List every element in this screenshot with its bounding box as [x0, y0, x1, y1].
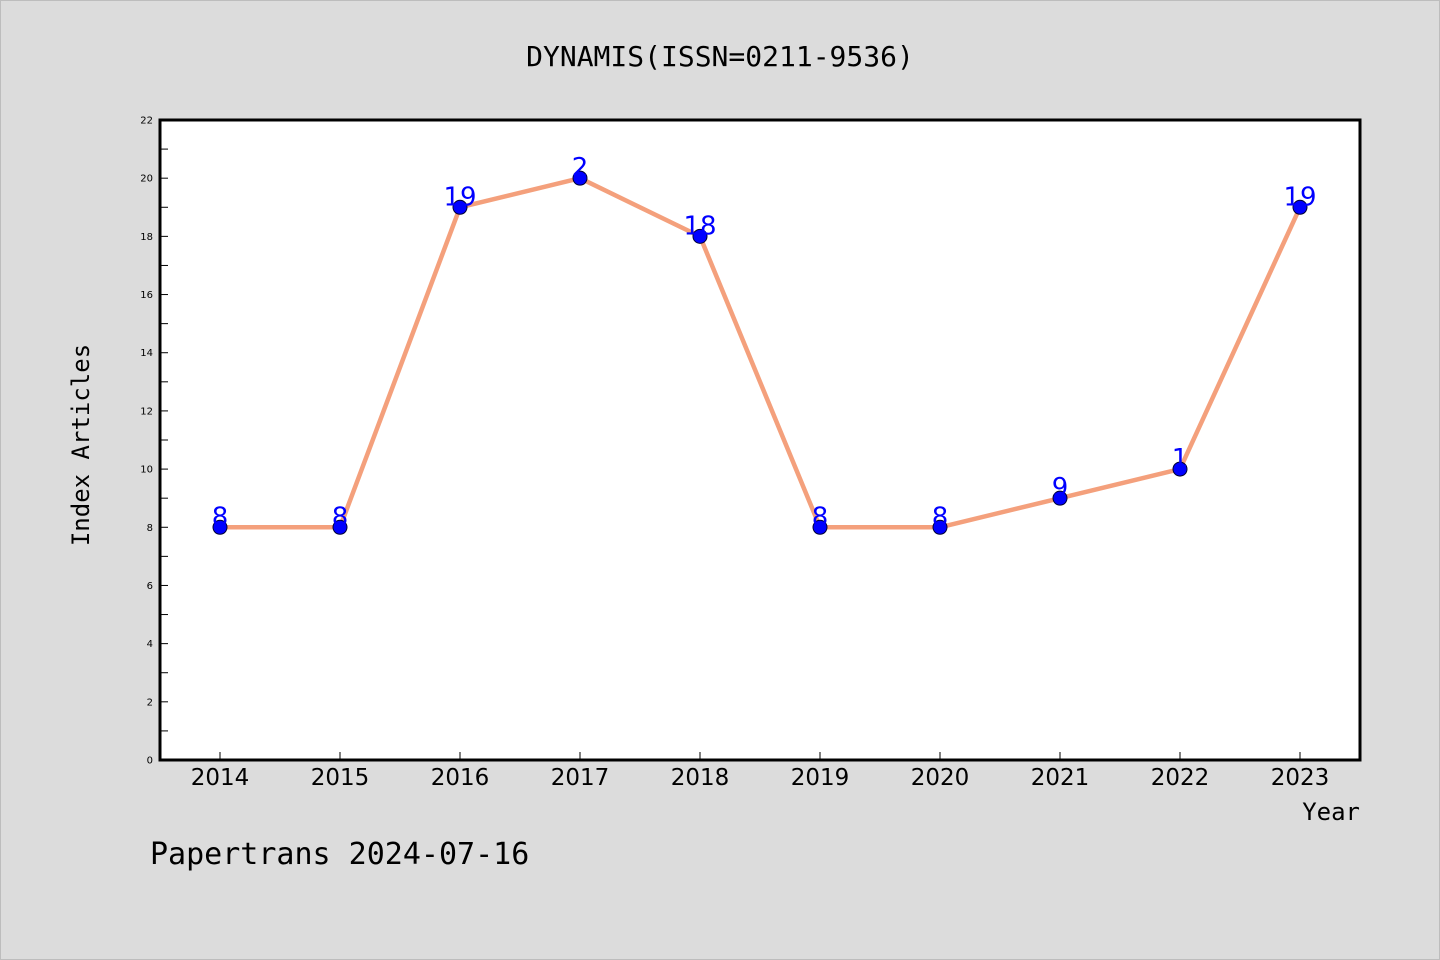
x-tick-label: 2017: [551, 765, 610, 791]
footer-text: Papertrans 2024-07-16: [150, 837, 529, 872]
data-label: 8: [812, 502, 829, 532]
data-point: [812, 519, 828, 535]
y-tick-label: 18: [140, 232, 153, 243]
data-point: [1172, 461, 1188, 477]
x-axis-label: Year: [1302, 798, 1360, 826]
x-tick-label: 2015: [311, 765, 370, 791]
x-tick-label: 2020: [911, 765, 970, 791]
plot-frame: [158, 118, 1362, 762]
x-tick-label: 2019: [791, 765, 850, 791]
data-point: [212, 519, 228, 535]
x-tick-label: 2023: [1271, 765, 1330, 791]
data-label: 19: [443, 182, 476, 212]
data-label: 2: [572, 153, 589, 183]
data-point: [932, 519, 948, 535]
data-point: [332, 519, 348, 535]
data-point: [1052, 490, 1068, 506]
x-tick-label: 2018: [671, 765, 730, 791]
data-point: [692, 228, 708, 244]
data-label: 8: [932, 502, 949, 532]
y-tick-label: 8: [147, 523, 153, 534]
data-label: 19: [1283, 182, 1316, 212]
data-label: 1: [1172, 444, 1189, 474]
x-axis-ticks: 2014 2015 2016 2017 2018 2019 2020 2021 2022 2023: [191, 752, 1330, 791]
data-label: 8: [212, 502, 229, 532]
plot-area: [160, 120, 1360, 760]
y-tick-label: 0: [147, 756, 153, 767]
y-axis-label: Index Articles: [67, 344, 95, 546]
y-axis-ticks: 0 2 4 6 8 10 12 14 16 18 20 22: [140, 116, 168, 767]
x-tick-label: 2022: [1151, 765, 1210, 791]
series-layer: 8 8 19 2 18 8 8 9 1 19: [212, 153, 1317, 535]
x-tick-label: 2021: [1031, 765, 1090, 791]
data-point: [452, 199, 468, 215]
data-label: 9: [1052, 473, 1069, 503]
series-line: [217, 175, 1303, 530]
data-point: [572, 170, 588, 186]
y-tick-label: 4: [147, 639, 153, 650]
y-tick-label: 22: [140, 116, 153, 127]
x-tick-label: 2014: [191, 765, 250, 791]
x-tick-label: 2016: [431, 765, 490, 791]
data-label: 8: [332, 502, 349, 532]
data-label: 18: [683, 211, 716, 241]
y-tick-label: 16: [140, 290, 153, 301]
chart-title: DYNAMIS(ISSN=0211-9536): [526, 40, 914, 73]
data-point: [1292, 199, 1308, 215]
y-tick-label: 14: [140, 348, 153, 359]
y-tick-label: 10: [140, 465, 153, 476]
y-tick-label: 12: [140, 406, 153, 417]
y-tick-label: 6: [147, 581, 153, 592]
y-tick-label: 2: [147, 697, 153, 708]
y-tick-label: 20: [140, 174, 153, 185]
